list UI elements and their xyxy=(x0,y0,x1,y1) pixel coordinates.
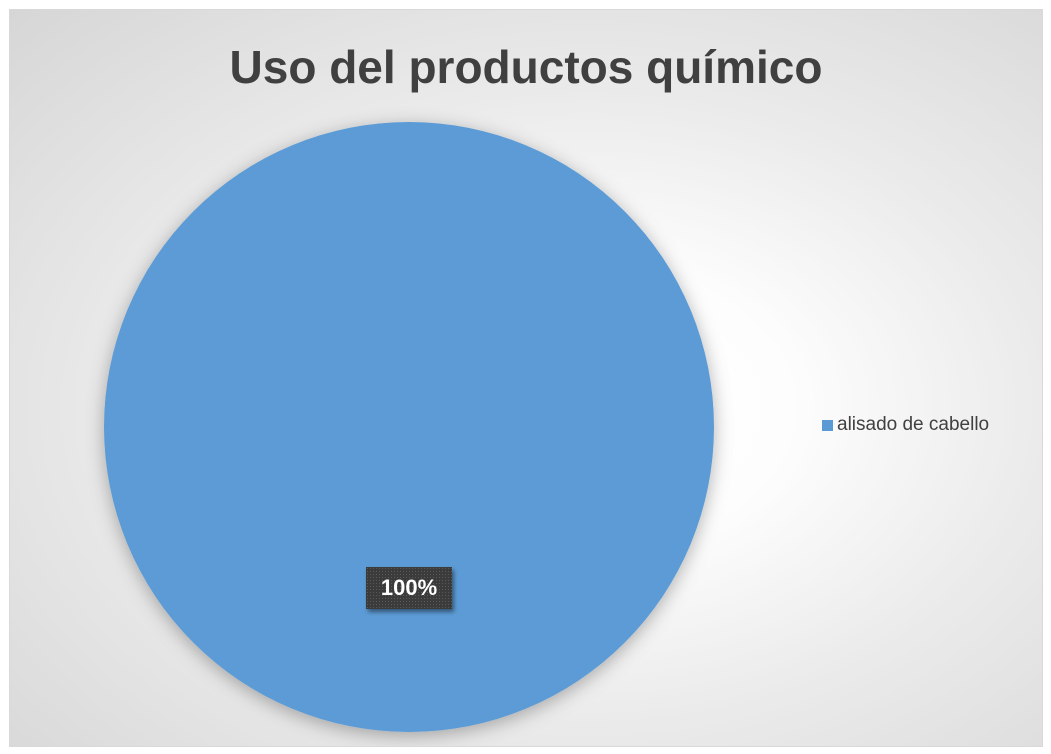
legend: alisado de cabello xyxy=(822,414,989,436)
chart-area: Uso del productos químico 100% alisado d… xyxy=(9,9,1043,747)
data-label-text: 100% xyxy=(381,575,437,600)
legend-swatch xyxy=(822,419,833,431)
pie-plot: 100% xyxy=(104,122,714,732)
data-label-box xyxy=(366,567,452,609)
legend-label: alisado de cabello xyxy=(837,414,990,435)
chart-title: Uso del productos químico xyxy=(229,41,823,93)
data-label: 100% xyxy=(366,567,452,609)
pie-slice xyxy=(104,122,714,732)
